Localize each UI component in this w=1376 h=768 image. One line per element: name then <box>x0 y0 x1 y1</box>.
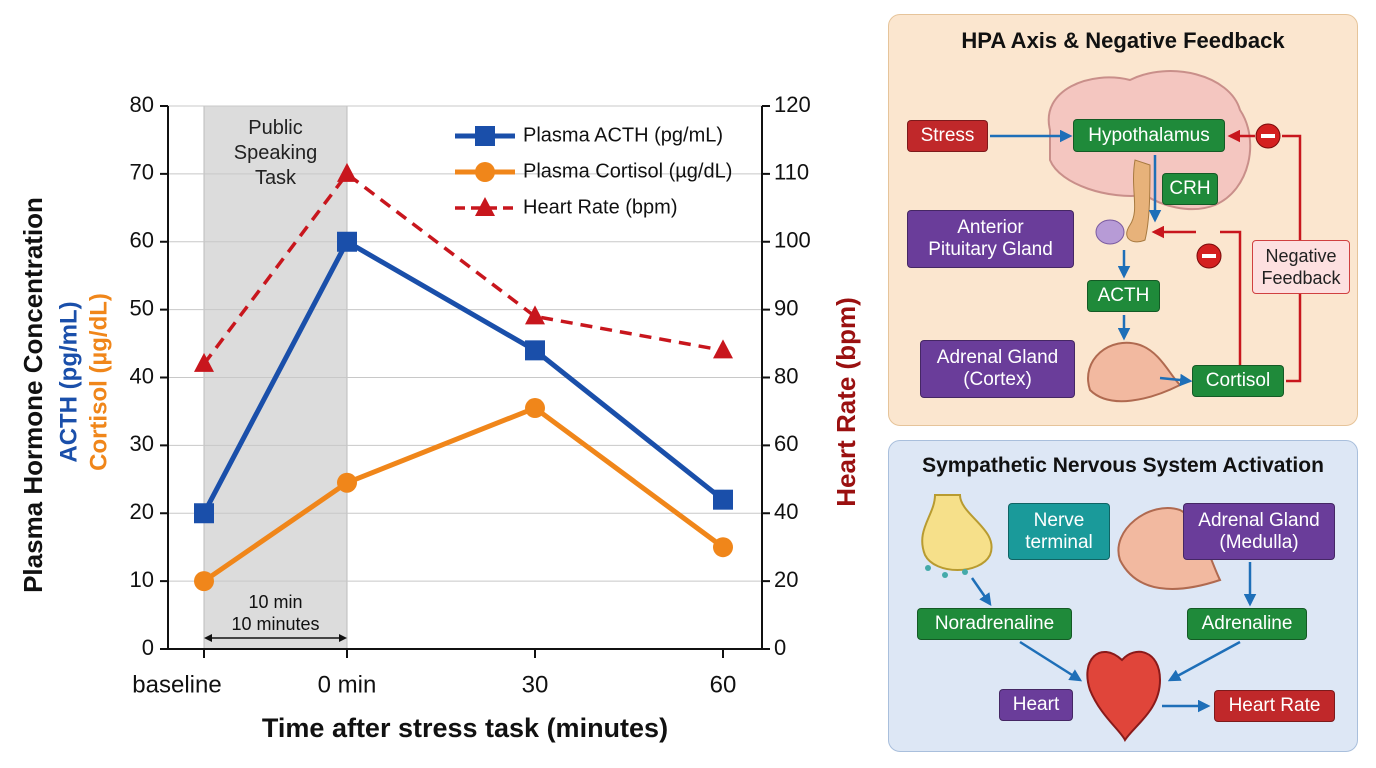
series-line <box>201 238 725 515</box>
node-hypothalamus: Hypothalamus <box>1073 119 1225 152</box>
y2-tick-label: 40 <box>774 499 798 524</box>
duration-label: 10 minutes <box>231 614 319 634</box>
y2-tick-label: 0 <box>774 635 786 660</box>
y-tick-label: 70 <box>130 160 154 185</box>
shaded-region-label: Public Speaking Task <box>233 117 318 189</box>
node-nerve-terminal: Nerve terminal <box>1008 503 1110 560</box>
x-tick-label: 0 min <box>318 671 377 698</box>
node-noradrenaline: Noradrenaline <box>917 608 1072 640</box>
chart: 0 10 20 30 40 50 60 70 80 0 20 40 60 80 90 100 110 120 bas… <box>18 92 861 743</box>
node-negative-feedback: Negative Feedback <box>1252 240 1350 294</box>
legend-label: Heart Rate (bpm) <box>523 196 678 218</box>
y2-tick-label: 120 <box>774 92 811 117</box>
y-tick-label: 20 <box>130 499 154 524</box>
y-axis-subtitle: ACTH (pg/mL) <box>55 301 82 462</box>
y-tick-label: 50 <box>130 295 154 320</box>
node-heart: Heart <box>999 689 1073 721</box>
duration-label: 10 min <box>248 592 302 612</box>
y-tick-label: 0 <box>142 635 154 660</box>
y2-tick-label: 80 <box>774 363 798 388</box>
y-axis-subtitle: Cortisol (µg/dL) <box>85 293 112 471</box>
node-adrenal-medulla: Adrenal Gland (Medulla) <box>1183 503 1335 560</box>
node-cortisol: Cortisol <box>1192 365 1284 397</box>
series-line <box>202 405 725 584</box>
y-axis-title: Plasma Hormone Concentration <box>18 197 48 593</box>
x-tick-label: 60 <box>710 671 737 698</box>
data-point <box>194 571 214 592</box>
node-anterior-pituitary: Anterior Pituitary Gland <box>907 210 1074 268</box>
x-tick-label: 30 <box>522 671 549 698</box>
data-point <box>713 339 733 359</box>
legend-marker <box>475 162 495 182</box>
legend-marker <box>475 197 495 216</box>
y2-tick-label: 60 <box>774 431 798 456</box>
data-point <box>713 537 733 558</box>
y-tick-label: 10 <box>130 567 154 592</box>
y-tick-label: 40 <box>130 363 154 388</box>
legend-label: Plasma Cortisol (µg/dL) <box>523 160 732 182</box>
hpa-title: HPA Axis & Negative Feedback <box>961 28 1285 53</box>
node-adrenal-cortex: Adrenal Gland (Cortex) <box>920 340 1075 398</box>
node-adrenaline: Adrenaline <box>1187 608 1307 640</box>
legend-label: Plasma ACTH (pg/mL) <box>523 124 723 146</box>
x-tick-label: baseline <box>132 671 221 698</box>
node-heart-rate: Heart Rate <box>1214 690 1335 722</box>
data-point <box>337 162 357 182</box>
y2-tick-label: 110 <box>774 160 809 185</box>
y2-tick-label: 100 <box>774 228 811 253</box>
data-point <box>194 503 214 524</box>
data-point <box>337 472 357 493</box>
x-axis-title: Time after stress task (minutes) <box>262 713 668 743</box>
y2-tick-label: 20 <box>774 567 798 592</box>
y2-axis-title: Heart Rate (bpm) <box>831 297 861 506</box>
y-tick-label: 60 <box>130 228 154 253</box>
node-stress: Stress <box>907 120 988 152</box>
node-acth: ACTH <box>1087 280 1160 312</box>
data-point <box>525 398 545 419</box>
data-point <box>713 489 733 510</box>
y-tick-label: 80 <box>130 92 154 117</box>
y2-tick-label: 90 <box>774 295 798 320</box>
data-point <box>337 231 357 252</box>
data-point <box>194 352 214 372</box>
data-point <box>525 305 545 325</box>
data-point <box>525 340 545 361</box>
sns-title: Sympathetic Nervous System Activation <box>922 454 1324 477</box>
series-line <box>202 171 724 365</box>
node-crh: CRH <box>1162 173 1218 205</box>
legend-marker <box>475 126 495 146</box>
y-tick-label: 30 <box>130 431 154 456</box>
